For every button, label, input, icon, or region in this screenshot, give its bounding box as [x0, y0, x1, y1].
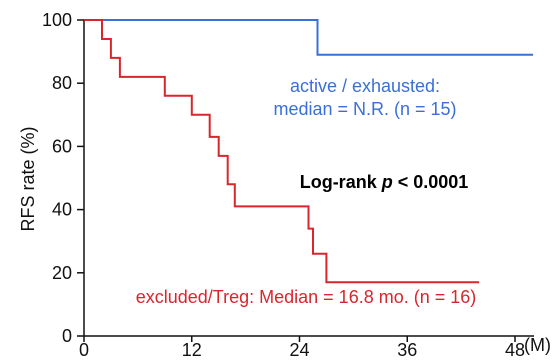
annotation-active-line2: median = N.R. (n = 15) — [273, 99, 456, 119]
x-tick-label-48: 48 — [505, 340, 525, 359]
x-tick-label-12: 12 — [182, 340, 202, 359]
annotation-active-line1: active / exhausted: — [290, 76, 440, 96]
series-line-active-exhausted — [84, 19, 533, 56]
y-tick-label-100: 100 — [42, 10, 72, 30]
x-tick-label-24: 24 — [289, 340, 309, 359]
logrank-prefix: Log-rank — [300, 172, 382, 192]
series-line-excluded-treg — [84, 19, 480, 284]
x-tick-label-0: 0 — [79, 340, 89, 359]
y-tick-label-0: 0 — [62, 326, 72, 346]
series-layer — [84, 19, 533, 284]
y-tick-label-40: 40 — [52, 200, 72, 220]
x-axis-unit: (M) — [524, 335, 551, 355]
y-tick-label-60: 60 — [52, 136, 72, 156]
annotation-excluded: excluded/Treg: Median = 16.8 mo. (n = 16… — [136, 287, 477, 307]
logrank-annotation: Log-rank p < 0.0001 — [300, 172, 469, 192]
y-tick-label-20: 20 — [52, 263, 72, 283]
logrank-p: p — [381, 172, 393, 192]
axes-layer: 0 20 40 60 80 100 0 12 24 36 48 — [42, 10, 534, 360]
x-tick-label-36: 36 — [397, 340, 417, 359]
y-tick-label-80: 80 — [52, 73, 72, 93]
logrank-suffix: < 0.0001 — [393, 172, 469, 192]
y-axis-label: RFS rate (%) — [18, 126, 38, 231]
